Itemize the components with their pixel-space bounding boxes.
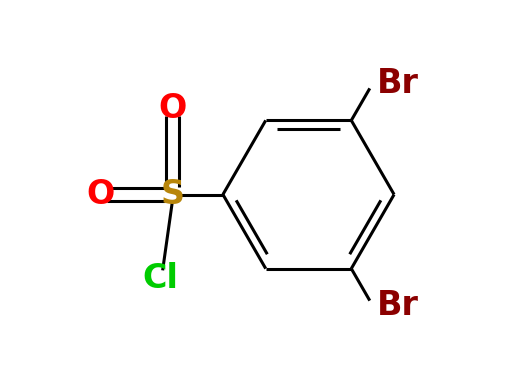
Text: Br: Br: [377, 67, 418, 100]
Text: Br: Br: [377, 289, 418, 322]
Text: Cl: Cl: [143, 262, 179, 294]
Text: S: S: [160, 178, 184, 211]
Text: O: O: [87, 178, 115, 211]
Text: O: O: [158, 93, 186, 125]
